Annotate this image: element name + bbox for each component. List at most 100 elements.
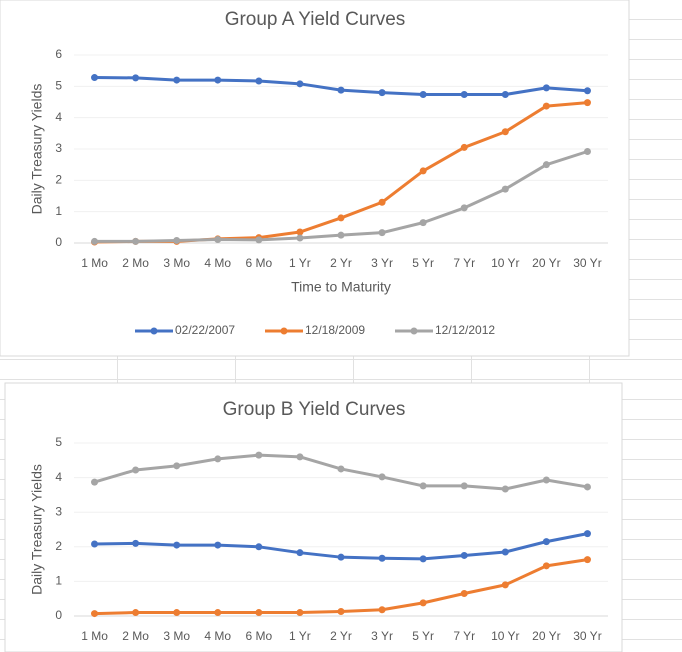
data-point (91, 74, 99, 82)
x-tick-label: 3 Yr (371, 629, 393, 643)
x-tick-label: 7 Yr (453, 256, 475, 270)
legend-marker (150, 327, 158, 335)
data-point (337, 553, 345, 561)
x-tick-label: 1 Mo (81, 629, 108, 643)
x-tick-label: 6 Mo (246, 256, 273, 270)
data-point (542, 538, 550, 546)
x-tick-label: 10 Yr (491, 629, 519, 643)
x-tick-label: 1 Yr (289, 256, 311, 270)
x-tick-label: 2 Mo (122, 629, 149, 643)
y-tick-label: 6 (55, 47, 62, 61)
data-point (91, 610, 99, 618)
data-point (501, 548, 509, 556)
x-tick-label: 30 Yr (573, 629, 601, 643)
data-point (583, 99, 591, 107)
x-tick-label: 6 Mo (246, 629, 273, 643)
data-point (337, 231, 345, 239)
x-axis-label: Time to Maturity (291, 279, 391, 295)
chart-title: Group A Yield Curves (225, 9, 406, 30)
legend-marker (410, 327, 418, 335)
data-point (255, 451, 263, 459)
data-point (542, 562, 550, 570)
data-point (173, 462, 181, 470)
data-point (337, 86, 345, 94)
data-point (583, 483, 591, 491)
y-tick-label: 1 (55, 204, 62, 218)
data-point (460, 482, 468, 490)
data-point (583, 87, 591, 95)
x-tick-label: 4 Mo (204, 256, 231, 270)
x-tick-label: 7 Yr (453, 629, 475, 643)
data-point (378, 606, 386, 614)
data-point (91, 540, 99, 548)
data-point (296, 228, 304, 236)
y-tick-label: 3 (55, 141, 62, 155)
data-point (173, 236, 181, 244)
data-point (296, 80, 304, 88)
x-tick-label: 3 Mo (163, 256, 190, 270)
data-point (542, 161, 550, 169)
data-point (173, 541, 181, 549)
data-point (419, 599, 427, 607)
data-point (583, 530, 591, 538)
data-point (296, 549, 304, 557)
x-tick-label: 4 Mo (204, 629, 231, 643)
chart-frame[interactable] (0, 0, 630, 357)
data-point (378, 554, 386, 562)
x-tick-label: 5 Yr (412, 629, 434, 643)
data-point (378, 198, 386, 206)
data-point (337, 608, 345, 616)
data-point (173, 609, 181, 617)
data-point (173, 76, 181, 84)
data-point (132, 609, 140, 617)
legend-label: 12/18/2009 (305, 323, 365, 337)
data-point (214, 541, 222, 549)
data-point (460, 90, 468, 98)
data-point (255, 77, 263, 85)
y-tick-label: 0 (55, 608, 62, 622)
data-point (378, 89, 386, 97)
data-point (542, 84, 550, 92)
x-tick-label: 2 Mo (122, 256, 149, 270)
data-point (91, 478, 99, 486)
chart-frame[interactable] (4, 382, 623, 652)
y-tick-label: 3 (55, 504, 62, 518)
data-point (255, 236, 263, 244)
y-tick-label: 5 (55, 79, 62, 93)
x-tick-label: 20 Yr (532, 256, 560, 270)
data-point (214, 236, 222, 244)
data-point (460, 590, 468, 598)
y-tick-label: 1 (55, 574, 62, 588)
y-axis-label: Daily Treasury Yields (29, 464, 45, 595)
data-point (132, 539, 140, 547)
data-point (583, 148, 591, 156)
data-point (91, 237, 99, 245)
legend-label: 12/12/2012 (435, 323, 495, 337)
x-tick-label: 20 Yr (532, 629, 560, 643)
x-tick-label: 3 Mo (163, 629, 190, 643)
data-point (501, 90, 509, 98)
y-tick-label: 4 (55, 470, 62, 484)
legend-label: 02/22/2007 (175, 323, 235, 337)
data-point (419, 167, 427, 175)
data-point (296, 453, 304, 461)
data-point (460, 204, 468, 212)
data-point (337, 214, 345, 222)
data-point (214, 455, 222, 463)
data-point (460, 551, 468, 559)
data-point (337, 465, 345, 473)
data-point (501, 128, 509, 136)
y-tick-label: 2 (55, 539, 62, 553)
x-tick-label: 1 Mo (81, 256, 108, 270)
data-point (214, 76, 222, 84)
y-tick-label: 4 (55, 110, 62, 124)
x-tick-label: 5 Yr (412, 256, 434, 270)
y-tick-label: 0 (55, 235, 62, 249)
data-point (583, 556, 591, 564)
data-point (255, 543, 263, 551)
y-axis-label: Daily Treasury Yields (29, 84, 45, 215)
data-point (460, 143, 468, 151)
chart-title: Group B Yield Curves (223, 399, 406, 420)
data-point (542, 102, 550, 110)
